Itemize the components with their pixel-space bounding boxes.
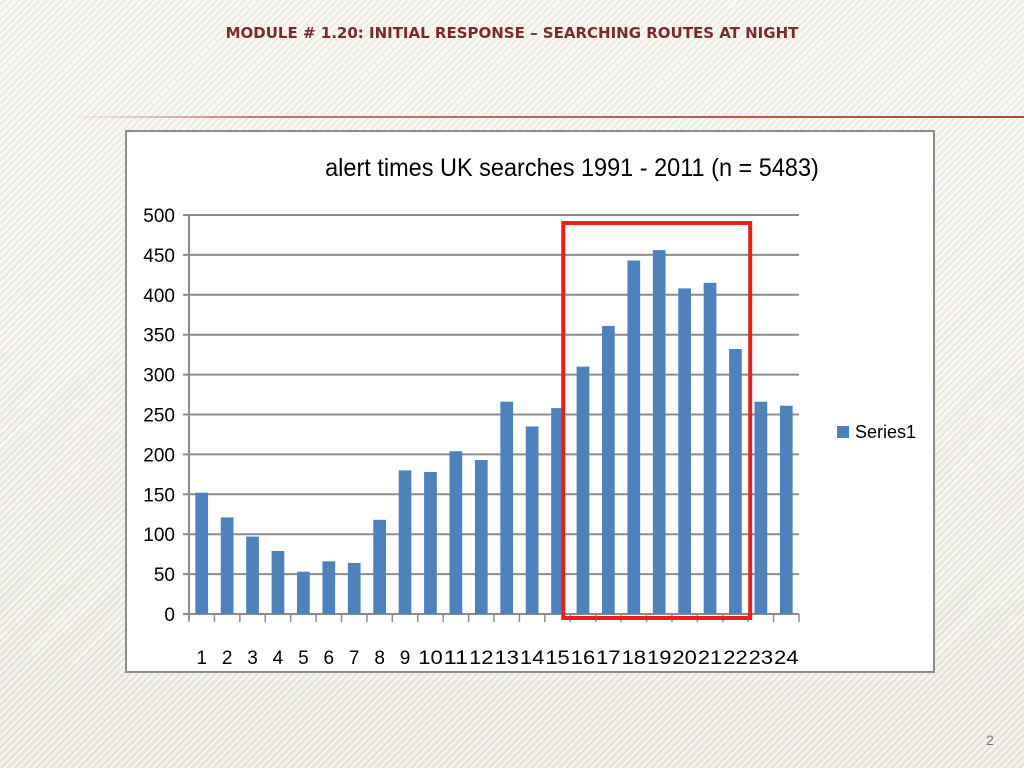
x-tick-label-14: 14 <box>520 648 545 669</box>
x-tick-label-18: 18 <box>622 648 646 669</box>
x-tick-label-5: 5 <box>298 648 309 669</box>
chart-frame: alert times UK searches 1991 - 2011 (n =… <box>125 130 935 673</box>
bar-9 <box>398 470 412 614</box>
y-tick-label-250: 250 <box>143 406 175 427</box>
x-tick-label-24: 24 <box>774 648 799 669</box>
x-tick-label-8: 8 <box>374 648 385 669</box>
bar-20 <box>678 288 691 614</box>
bar-7 <box>347 562 361 614</box>
legend-label-series1: Series1 <box>855 422 916 442</box>
y-tick-label-450: 450 <box>143 246 175 267</box>
bar-4 <box>271 550 285 614</box>
x-tick-label-21: 21 <box>698 648 722 669</box>
bar-24 <box>779 405 793 614</box>
y-tick-label-150: 150 <box>143 485 175 506</box>
x-tick-label-3: 3 <box>247 648 258 669</box>
bar-chart: alert times UK searches 1991 - 2011 (n =… <box>143 154 916 669</box>
bar-2 <box>220 517 234 614</box>
grid-lines <box>183 214 800 622</box>
bar-23 <box>754 401 768 614</box>
bars <box>195 250 793 614</box>
y-tick-label-500: 500 <box>143 206 175 227</box>
x-tick-label-22: 22 <box>723 648 747 669</box>
x-tick-label-6: 6 <box>324 648 335 669</box>
y-tick-label-200: 200 <box>143 445 175 466</box>
bar-5 <box>297 571 310 614</box>
x-tick-label-2: 2 <box>222 648 233 669</box>
y-tick-label-300: 300 <box>143 366 175 387</box>
bar-18 <box>627 260 641 614</box>
bar-10 <box>424 471 437 614</box>
bar-8 <box>373 519 386 614</box>
x-tick-label-4: 4 <box>273 648 284 669</box>
legend-swatch-series1 <box>837 426 849 438</box>
bar-19 <box>652 250 666 614</box>
bar-15 <box>551 408 564 614</box>
x-tick-label-13: 13 <box>495 648 519 669</box>
x-tick-label-9: 9 <box>400 648 411 669</box>
bar-6 <box>322 561 336 614</box>
legend: Series1 <box>837 422 916 442</box>
y-tick-label-400: 400 <box>143 286 175 307</box>
x-tick-label-16: 16 <box>571 648 595 669</box>
bar-21 <box>703 282 717 614</box>
bar-22 <box>729 349 742 614</box>
x-axis-tick-labels: 1 2 3 4 5 6 7 8 9 10 11 12 13 14 15 16 17 18 19 20 21 22 23 24 <box>196 648 799 669</box>
bar-14 <box>525 426 539 614</box>
y-tick-label-50: 50 <box>154 565 175 586</box>
bar-12 <box>474 459 488 614</box>
slide-title: MODULE # 1.20: INITIAL RESPONSE – SEARCH… <box>225 24 799 42</box>
y-tick-label-100: 100 <box>143 525 175 546</box>
x-tick-label-7: 7 <box>349 648 360 669</box>
x-tick-label-19: 19 <box>647 648 671 669</box>
x-tick-label-17: 17 <box>596 648 620 669</box>
x-tick-label-20: 20 <box>672 648 696 669</box>
x-tick-label-10: 10 <box>418 648 442 669</box>
highlight-box-layer <box>561 221 753 620</box>
title-divider <box>70 116 1024 118</box>
x-tick-label-1: 1 <box>196 648 207 669</box>
y-tick-label-0: 0 <box>164 605 175 626</box>
bar-1 <box>195 492 209 614</box>
bar-3 <box>246 536 259 614</box>
y-tick-label-350: 350 <box>143 326 175 347</box>
bar-11 <box>449 451 463 614</box>
highlight-box <box>561 221 753 620</box>
page-number: 2 <box>986 732 994 748</box>
chart-title: alert times UK searches 1991 - 2011 (n =… <box>325 154 819 182</box>
y-axis-tick-labels: 0 50 100 150 200 250 300 350 400 450 500 <box>143 206 175 626</box>
bar-16 <box>576 366 590 614</box>
x-tick-label-15: 15 <box>545 648 569 669</box>
x-tick-label-23: 23 <box>749 648 773 669</box>
x-tick-label-12: 12 <box>469 648 493 669</box>
x-tick-label-11: 11 <box>444 648 468 669</box>
bar-13 <box>500 401 514 614</box>
bar-17 <box>602 325 615 614</box>
